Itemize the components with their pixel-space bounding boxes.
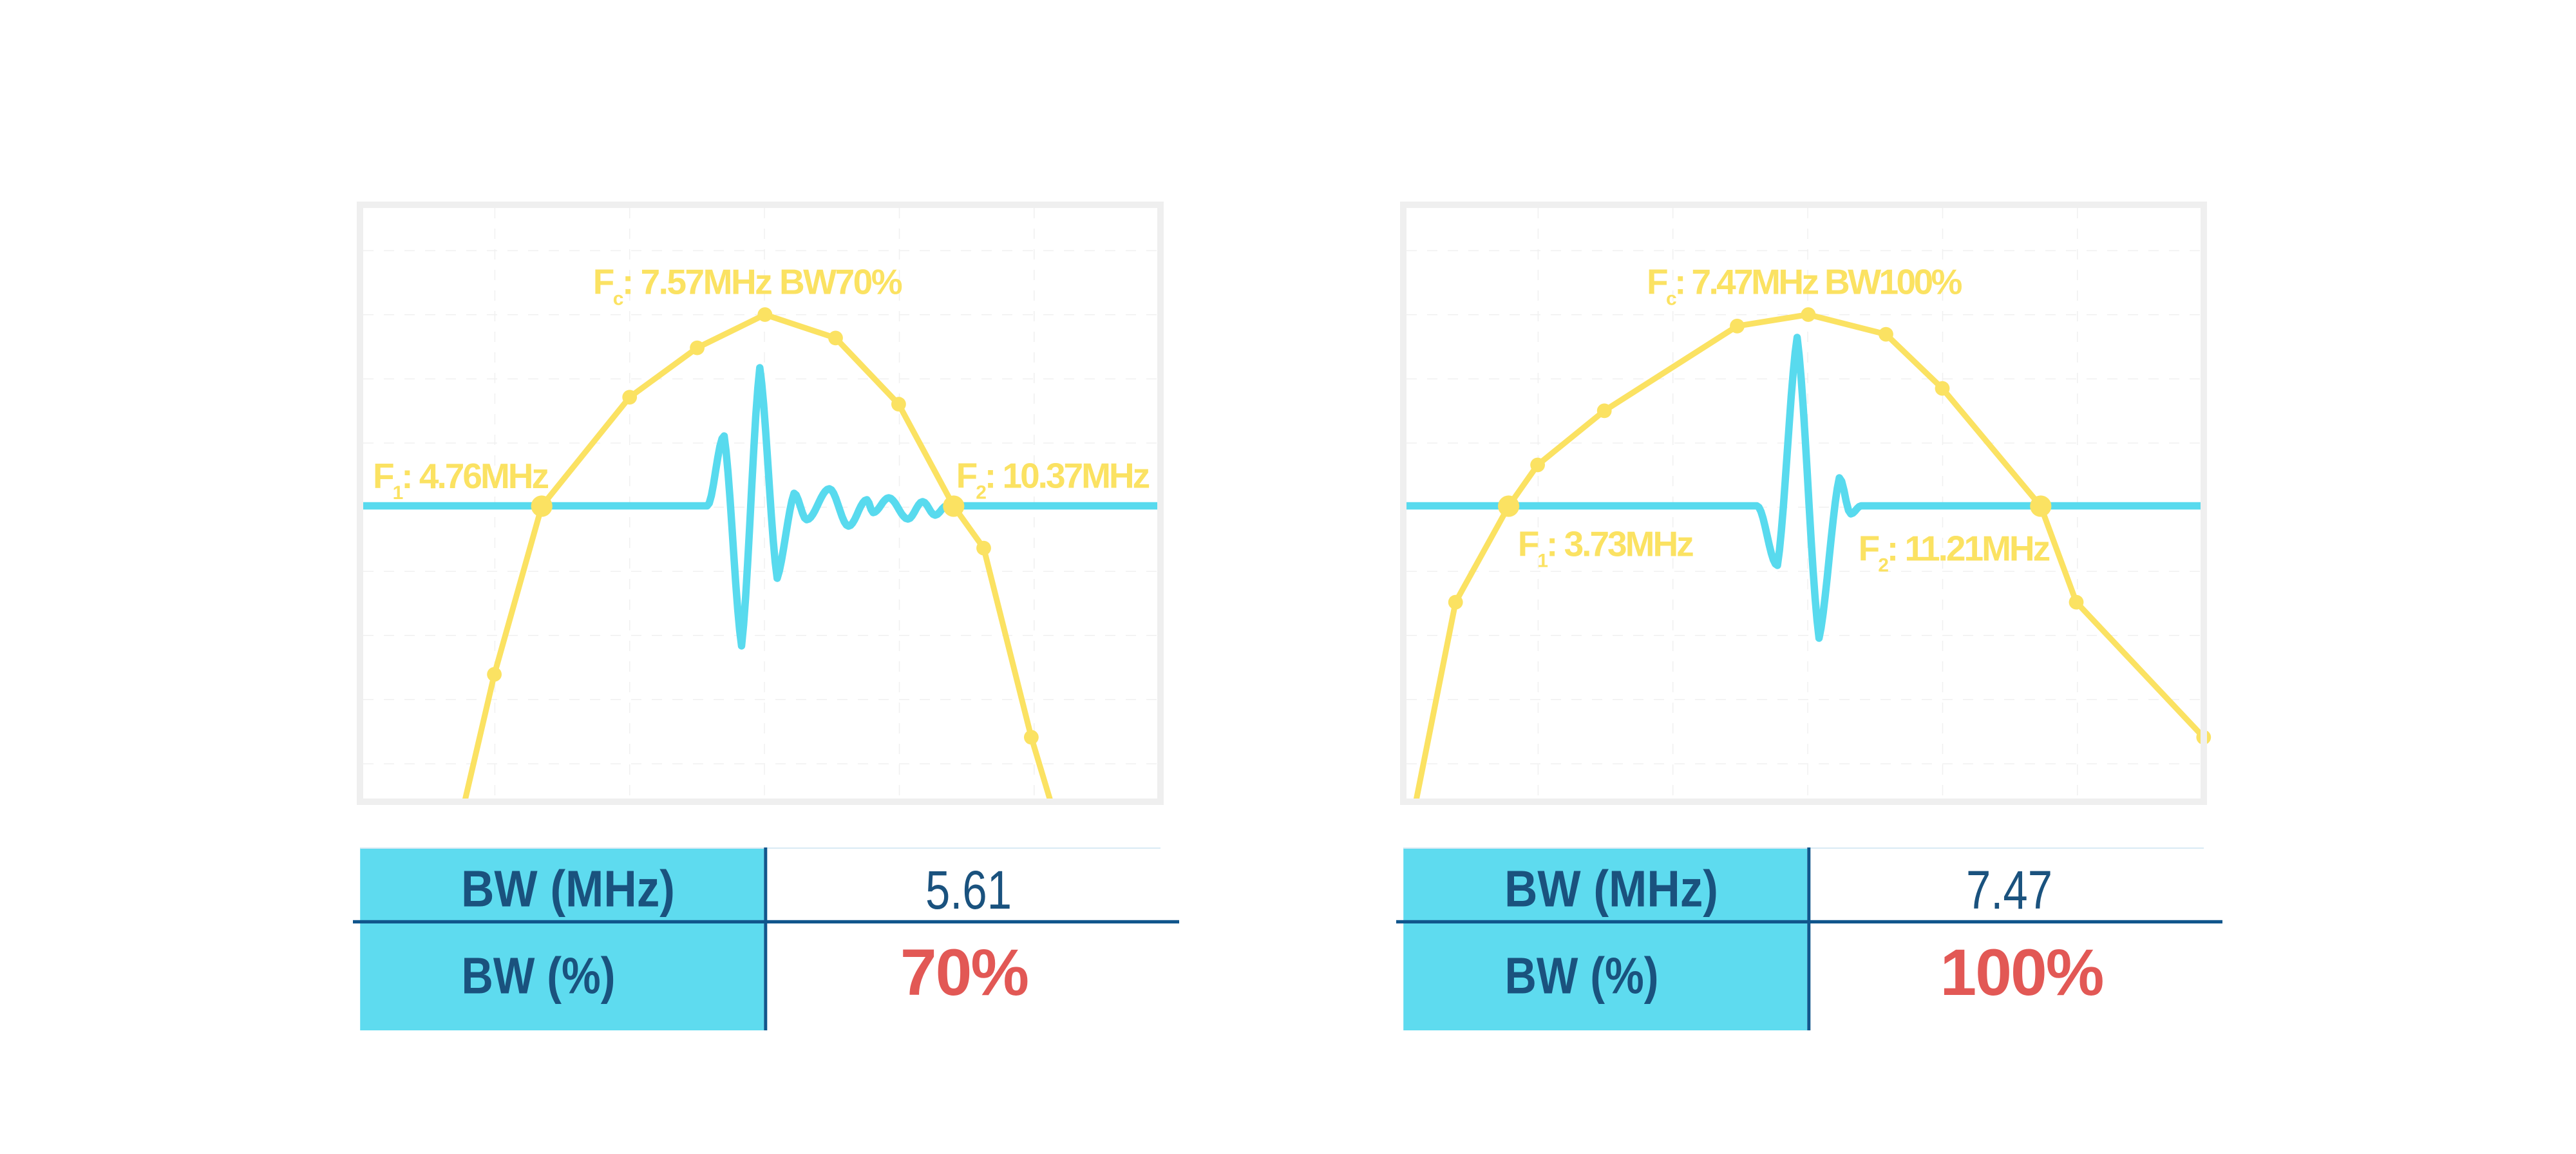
svg-text:F1: 3.73MHz: F1: 3.73MHz: [1518, 524, 1693, 572]
svg-text:BW (%): BW (%): [462, 947, 616, 1005]
svg-text:BW (%): BW (%): [1505, 947, 1659, 1005]
svg-text:F2: 11.21MHz: F2: 11.21MHz: [1859, 529, 2050, 576]
svg-text:F1: 4.76MHz: F1: 4.76MHz: [373, 456, 548, 504]
svg-text:F2: 10.37MHz: F2: 10.37MHz: [956, 455, 1150, 503]
svg-text:Fc: 7.47MHz BW100%: Fc: 7.47MHz BW100%: [1647, 262, 1962, 310]
svg-text:BW (MHz): BW (MHz): [461, 860, 675, 918]
svg-text:100%: 100%: [1940, 936, 2103, 1009]
svg-text:Fc: 7.57MHz BW70%: Fc: 7.57MHz BW70%: [593, 261, 902, 309]
svg-text:BW (MHz): BW (MHz): [1504, 860, 1718, 918]
svg-text:7.47: 7.47: [1966, 860, 2052, 920]
svg-text:70%: 70%: [900, 936, 1028, 1009]
svg-text:5.61: 5.61: [925, 860, 1012, 920]
